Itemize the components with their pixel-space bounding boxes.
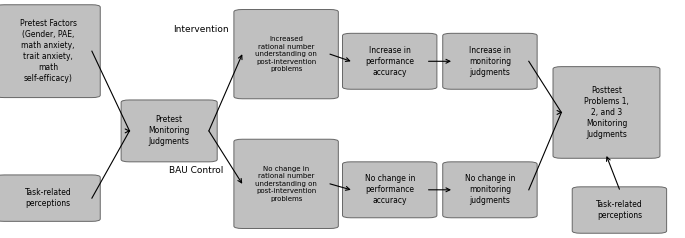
FancyBboxPatch shape xyxy=(234,139,338,228)
Text: Intervention: Intervention xyxy=(173,25,228,34)
FancyBboxPatch shape xyxy=(553,67,660,158)
Text: Task-related
perceptions: Task-related perceptions xyxy=(596,200,643,220)
FancyBboxPatch shape xyxy=(443,33,537,89)
Text: No change in
rational number
understanding on
post-intervention
problems: No change in rational number understandi… xyxy=(256,166,317,202)
FancyBboxPatch shape xyxy=(0,175,100,221)
FancyBboxPatch shape xyxy=(234,10,338,99)
Text: No change in
monitoring
judgments: No change in monitoring judgments xyxy=(464,174,515,205)
FancyBboxPatch shape xyxy=(443,162,537,218)
FancyBboxPatch shape xyxy=(342,33,437,89)
Text: Increase in
performance
accuracy: Increase in performance accuracy xyxy=(365,46,414,77)
Text: No change in
performance
accuracy: No change in performance accuracy xyxy=(364,174,415,205)
FancyBboxPatch shape xyxy=(342,162,437,218)
Text: Posttest
Problems 1,
2, and 3
Monitoring
Judgments: Posttest Problems 1, 2, and 3 Monitoring… xyxy=(584,86,629,139)
FancyBboxPatch shape xyxy=(572,187,667,233)
FancyBboxPatch shape xyxy=(121,100,217,162)
Text: Increase in
monitoring
judgments: Increase in monitoring judgments xyxy=(469,46,511,77)
Text: BAU Control: BAU Control xyxy=(169,166,223,175)
FancyBboxPatch shape xyxy=(0,5,100,98)
Text: Pretest Factors
(Gender, PAE,
math anxiety,
trait anxiety,
math
self-efficacy): Pretest Factors (Gender, PAE, math anxie… xyxy=(20,19,77,84)
Text: Pretest
Monitoring
Judgments: Pretest Monitoring Judgments xyxy=(149,115,190,147)
Text: Task-related
perceptions: Task-related perceptions xyxy=(25,188,71,208)
Text: Increased
rational number
understanding on
post-intervention
problems: Increased rational number understanding … xyxy=(256,36,317,72)
